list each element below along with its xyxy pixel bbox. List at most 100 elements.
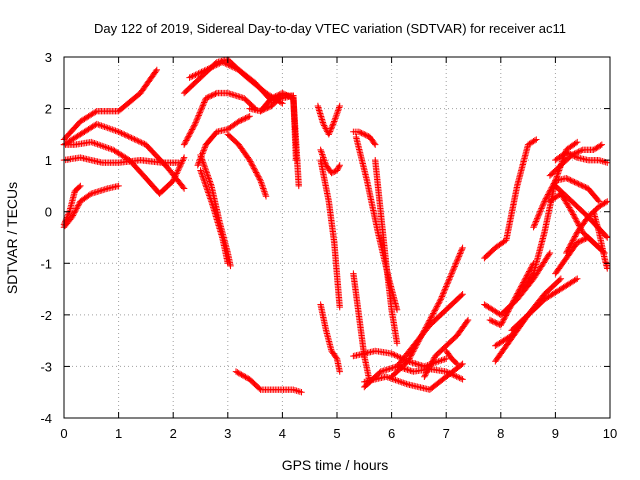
data-point [406,355,413,362]
data-point [255,174,263,182]
data-point [457,248,464,256]
data-point [234,369,241,376]
data-point [536,209,543,217]
series-arc-09 [180,89,259,148]
data-point [326,128,334,135]
data-point [93,120,100,128]
data-point [556,276,563,284]
data-point [201,163,208,170]
data-point [265,104,272,111]
data-point [424,366,432,374]
data-point [105,144,112,152]
data-point [336,368,343,375]
data-point [545,251,553,258]
data-point [456,251,463,259]
data-point [259,182,266,189]
data-point [186,74,193,81]
data-point [190,123,197,130]
data-point [523,272,531,279]
data-point [563,174,570,182]
data-point [106,125,113,132]
data-point [318,149,325,157]
data-point [197,151,204,159]
data-point [328,169,335,177]
data-point [430,355,438,363]
data-point [186,131,193,139]
data-point [578,237,585,244]
data-point [430,308,438,316]
data-point [371,140,378,147]
data-point [231,64,238,71]
data-point [568,240,575,247]
data-point [450,266,457,273]
data-point [392,376,399,384]
data-point [333,110,341,117]
data-point [447,271,455,279]
data-point [448,371,456,378]
series-arc-24 [352,133,401,313]
data-point [568,151,575,159]
data-point [69,212,77,219]
data-point [459,376,466,383]
series-arc-42 [552,149,611,166]
data-point [546,188,553,195]
data-point [183,135,191,143]
x-tick-labels: 0 1 2 3 4 5 6 7 8 9 10 [60,426,617,441]
data-point [139,140,147,147]
data-point [595,156,603,164]
data-point [580,183,588,190]
y-tick-label: -2 [40,308,52,323]
data-point [261,106,268,113]
chart-title: Day 122 of 2019, Sidereal Day-to-day VTE… [94,21,566,36]
data-point [459,360,466,368]
data-point [578,182,585,189]
data-point [407,353,414,361]
data-point [384,374,391,381]
data-point [292,156,300,164]
data-point [572,179,580,186]
data-point [260,185,267,192]
data-point [129,135,137,142]
data-point [539,202,546,209]
data-point [546,249,554,257]
data-point [206,178,214,185]
data-point [200,147,207,154]
data-point [99,142,106,150]
data-point [421,373,428,380]
data-point [199,102,207,109]
data-point [193,117,200,125]
data-point [580,236,588,243]
data-point [101,123,108,131]
data-point [97,142,104,149]
data-point [205,175,213,182]
data-point [392,352,400,359]
data-point [212,90,219,97]
data-point [258,180,265,188]
data-point [319,151,326,158]
data-point [426,363,433,371]
data-point [459,291,466,298]
data-point [65,209,73,217]
data-point [173,170,180,177]
data-point [541,198,548,205]
x-tick-label: 3 [224,426,231,441]
data-point [201,179,208,186]
data-point [565,150,573,157]
data-point [429,357,437,364]
data-point [391,351,398,359]
data-point [71,209,78,216]
data-point [216,60,223,67]
data-point [329,169,337,176]
data-point [567,241,574,248]
data-point [578,147,585,154]
data-point [174,168,181,176]
data-point [326,129,333,137]
data-point [575,238,582,246]
data-point [463,318,471,325]
data-point [501,315,508,322]
data-point [602,199,610,206]
data-point [236,370,244,378]
data-point [207,179,214,187]
data-point [433,303,441,310]
data-point [196,69,204,76]
